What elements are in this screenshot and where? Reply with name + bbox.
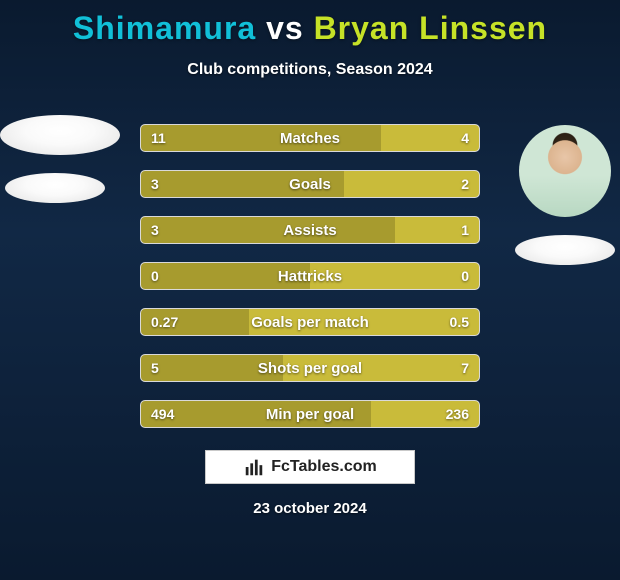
player1-club-badge bbox=[5, 173, 105, 203]
metric-value-right: 7 bbox=[451, 355, 479, 381]
metric-value-left: 3 bbox=[141, 171, 169, 197]
metric-value-left: 0.27 bbox=[141, 309, 188, 335]
metric-row: 32Goals bbox=[140, 170, 480, 198]
metric-row: 494236Min per goal bbox=[140, 400, 480, 428]
metric-value-right: 4 bbox=[451, 125, 479, 151]
metric-fill-left bbox=[141, 125, 381, 151]
chart-icon bbox=[243, 456, 265, 478]
metric-row: 00Hattricks bbox=[140, 262, 480, 290]
metric-row: 114Matches bbox=[140, 124, 480, 152]
branding-text: FcTables.com bbox=[271, 458, 377, 476]
metric-value-left: 11 bbox=[141, 125, 176, 151]
player1-avatar-placeholder bbox=[0, 115, 120, 155]
metric-row: 0.270.5Goals per match bbox=[140, 308, 480, 336]
player2-club-badge bbox=[515, 235, 615, 265]
metric-fill-right bbox=[283, 355, 479, 381]
footer-date: 23 october 2024 bbox=[0, 500, 620, 517]
metric-fill-left bbox=[141, 217, 395, 243]
player2-avatar bbox=[519, 125, 611, 217]
versus-text: vs bbox=[266, 10, 304, 46]
player2-card bbox=[510, 125, 620, 265]
player1-name: Shimamura bbox=[73, 10, 256, 46]
metric-value-right: 1 bbox=[451, 217, 479, 243]
metric-value-left: 3 bbox=[141, 217, 169, 243]
metric-row: 57Shots per goal bbox=[140, 354, 480, 382]
metric-fill-left bbox=[141, 171, 344, 197]
metric-value-right: 0.5 bbox=[440, 309, 479, 335]
metric-value-left: 494 bbox=[141, 401, 184, 427]
comparison-chart: 114Matches32Goals31Assists00Hattricks0.2… bbox=[140, 124, 480, 446]
metric-value-right: 236 bbox=[436, 401, 479, 427]
metric-value-left: 5 bbox=[141, 355, 169, 381]
player2-name: Bryan Linssen bbox=[314, 10, 548, 46]
metric-value-left: 0 bbox=[141, 263, 169, 289]
metric-value-right: 0 bbox=[451, 263, 479, 289]
metric-value-right: 2 bbox=[451, 171, 479, 197]
comparison-title: Shimamura vs Bryan Linssen bbox=[0, 0, 620, 47]
subtitle: Club competitions, Season 2024 bbox=[0, 61, 620, 79]
branding-badge: FcTables.com bbox=[205, 450, 415, 484]
player1-card bbox=[0, 115, 110, 203]
metric-row: 31Assists bbox=[140, 216, 480, 244]
